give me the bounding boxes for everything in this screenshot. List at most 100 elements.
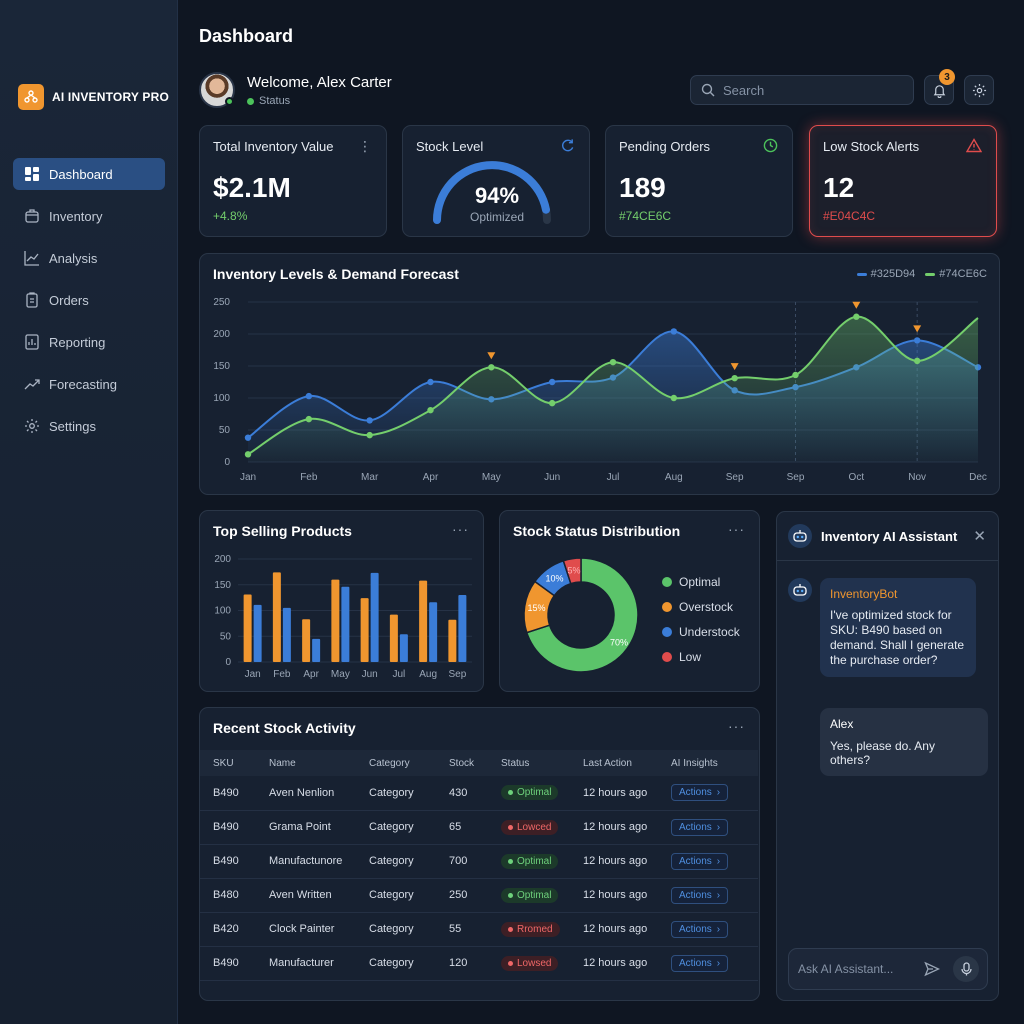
kpi-value: 12 [823, 172, 855, 203]
sidebar-item-reporting[interactable]: Reporting [13, 326, 165, 358]
actions-button[interactable]: Actions › [671, 954, 729, 972]
data-point [305, 415, 313, 423]
category-cell: Category [369, 810, 449, 845]
column-header[interactable]: Status [501, 750, 583, 776]
table-row[interactable]: B420 Clock Painter Category 55 Rromed 12 hour… [200, 912, 758, 947]
bar [312, 638, 321, 662]
search-box[interactable] [690, 75, 914, 105]
y-tick-label: 250 [213, 297, 230, 308]
close-icon[interactable]: ✕ [973, 528, 986, 545]
chat-input[interactable] [798, 962, 918, 976]
actions-button[interactable]: Actions › [671, 784, 729, 802]
send-icon[interactable] [924, 961, 940, 977]
box-icon [25, 209, 39, 223]
chart-title: Top Selling Products [213, 523, 352, 539]
user-message-text: Yes, please do. Any others? [830, 739, 935, 767]
y-tick-label: 0 [224, 457, 230, 468]
sidebar-item-label: Forecasting [49, 376, 117, 392]
table-row[interactable]: B490 Grama Point Category 65 Lowced 12 hours … [200, 810, 758, 845]
distribution-card: Stock Status Distribution ··· 70% 15% 10% 5… [499, 510, 760, 692]
x-tick-label: Feb [300, 472, 318, 483]
data-point [366, 417, 373, 424]
data-point [244, 434, 252, 441]
avatar[interactable] [199, 72, 235, 108]
clock-icon [763, 138, 778, 153]
search-input[interactable] [723, 82, 903, 98]
actions-button[interactable]: Actions › [671, 818, 729, 836]
kpi-pending-orders[interactable]: Pending Orders 189 #74CE6C [605, 125, 793, 237]
insights-cell: Actions › [671, 878, 758, 913]
bar [360, 598, 369, 662]
sidebar-item-label: Orders [49, 292, 89, 308]
search-icon [701, 83, 715, 97]
sidebar-item-label: Analysis [49, 250, 98, 266]
bar [302, 619, 311, 662]
chevron-right-icon: › [716, 787, 721, 799]
chevron-right-icon: › [716, 957, 721, 969]
user-status: Status [247, 95, 290, 107]
column-header[interactable]: Last Action [583, 750, 671, 776]
microphone-button[interactable] [953, 956, 979, 982]
brand-name: AI INVENTORY PRO [52, 90, 170, 104]
x-tick-label: Dec [969, 472, 987, 483]
table-header: SKU Name Category Stock Status Last Acti… [200, 750, 758, 776]
status-dot [247, 97, 254, 105]
assistant-title: Inventory AI Assistant [821, 529, 958, 544]
donut-legend: Optimal Overstock Understock Low [662, 569, 740, 669]
top-selling-card: Top Selling Products ··· 0 50 100 150 200 Jan… [199, 510, 484, 692]
sidebar-item-analysis[interactable]: Analysis [13, 242, 165, 274]
chat-input-box[interactable] [788, 948, 988, 990]
x-tick-label: Aug [665, 472, 683, 483]
data-point [913, 357, 921, 365]
actions-button[interactable]: Actions › [671, 920, 729, 938]
bar [448, 619, 457, 662]
sidebar-item-label: Settings [49, 418, 96, 434]
sidebar-item-dashboard[interactable]: Dashboard [13, 158, 165, 190]
kpi-stock-level[interactable]: Stock Level 94% Optimized [402, 125, 590, 237]
data-point [366, 431, 373, 439]
column-header[interactable]: SKU [200, 750, 269, 776]
forecast-marker [852, 301, 861, 309]
brand[interactable]: AI INVENTORY PRO [18, 84, 169, 110]
table-row[interactable]: B480 Aven Written Category 250 Optimal 12 hou… [200, 878, 758, 913]
refresh-icon[interactable] [560, 138, 575, 153]
x-tick-label: Apr [423, 472, 439, 483]
bar [389, 614, 398, 662]
kpi-label: Pending Orders [619, 139, 711, 154]
forecast-chart-card: Inventory Levels & Demand Forecast #325D… [199, 253, 1000, 495]
insights-cell: Actions › [671, 946, 758, 981]
sidebar-item-forecasting[interactable]: Forecasting [13, 368, 165, 400]
status-cell: Lowsed [501, 946, 583, 981]
more-options-icon[interactable]: ··· [728, 718, 745, 734]
status-badge: Rromed [501, 921, 560, 937]
column-header[interactable]: Stock [449, 750, 501, 776]
column-header[interactable]: Name [269, 750, 369, 776]
more-options-icon[interactable]: ··· [728, 521, 745, 537]
sidebar-item-settings[interactable]: Settings [13, 410, 165, 442]
settings-button[interactable] [964, 75, 994, 105]
data-point [427, 406, 434, 414]
kpi-caption: Optimized [469, 210, 525, 224]
last-action-cell: 12 hours ago [583, 776, 671, 811]
y-tick-label: 100 [214, 606, 231, 617]
column-header[interactable]: Category [369, 750, 449, 776]
x-tick-label: Jul [392, 669, 405, 680]
actions-button[interactable]: Actions › [671, 852, 729, 870]
table-row[interactable]: B490 Manufactunore Category 700 Optimal 12 ho… [200, 844, 758, 879]
more-vertical-icon[interactable]: ⋮ [358, 138, 372, 154]
notifications-button[interactable]: 3 [924, 69, 955, 105]
actions-button[interactable]: Actions › [671, 886, 729, 904]
more-options-icon[interactable]: ··· [452, 521, 469, 537]
insights-cell: Actions › [671, 844, 758, 879]
last-action-cell: 12 hours ago [583, 912, 671, 947]
sidebar-item-inventory[interactable]: Inventory [13, 200, 165, 232]
kpi-total-inventory[interactable]: Total Inventory Value ⋮ $2.1M +4.8% [199, 125, 387, 237]
table-row[interactable]: B490 Aven Nenlion Category 430 Optimal 12 hou… [200, 776, 758, 811]
kpi-low-stock-alerts[interactable]: Low Stock Alerts 12 #E04C4C [809, 125, 997, 237]
category-cell: Category [369, 878, 449, 913]
sidebar-item-orders[interactable]: Orders [13, 284, 165, 316]
status-badge: Optimal [501, 853, 559, 869]
bar [282, 607, 291, 662]
column-header[interactable]: AI Insights [671, 750, 758, 776]
table-row[interactable]: B490 Manufacturer Category 120 Lowsed 12 hour… [200, 946, 758, 981]
